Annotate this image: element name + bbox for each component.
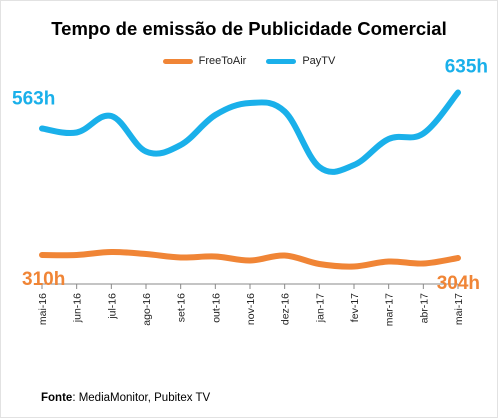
source-label: Fonte [41,392,73,404]
x-tick-label-jul-16: jul-16 [106,293,118,320]
x-tick-label-mai-16: mai-16 [37,293,49,325]
x-tick-label-dez-16: dez-16 [280,293,292,325]
x-tick-label-fev-17: fev-17 [349,293,361,322]
legend: FreeToAir PayTV [0,55,498,67]
x-tick-label-jun-16: jun-16 [72,293,84,323]
legend-swatch-paytv [266,58,297,64]
chart-title: Tempo de emissão de Publicidade Comercia… [51,18,447,39]
x-tick-label-out-16: out-16 [210,293,222,323]
x-tick-label-ago-16: ago-16 [141,293,153,326]
end-label-freetoair: 304h [437,273,480,294]
start-label-freetoair: 310h [22,269,65,290]
x-tick-label-jan-17: jan-17 [314,293,326,323]
start-label-paytv: 563h [12,89,55,110]
legend-item-paytv: PayTV [266,55,335,67]
series-line-paytv [39,89,461,175]
legend-label-paytv: PayTV [302,55,336,67]
legend-item-freetoair: FreeToAir [162,55,247,67]
x-tick-label-abr-17: abr-17 [418,293,430,324]
source-text: : MediaMonitor, Pubitex TV [72,392,211,404]
x-tick-label-nov-16: nov-16 [245,293,257,325]
legend-swatch-freetoair [162,58,193,64]
end-label-paytv: 635h [445,57,488,78]
series-line-freetoair [39,248,461,270]
x-tick-label-set-16: set-16 [176,293,188,322]
legend-label-freetoair: FreeToAir [198,55,247,67]
source-note: Fonte: MediaMonitor, Pubitex TV [41,392,210,404]
x-tick-label-mai-17: mai-17 [453,293,465,325]
x-tick-label-mar-17: mar-17 [384,293,396,326]
